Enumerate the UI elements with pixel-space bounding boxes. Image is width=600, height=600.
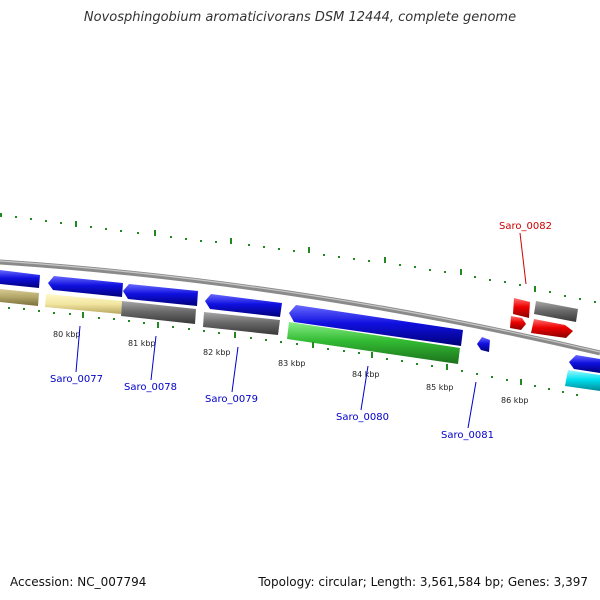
gene-arrow[interactable] [205, 294, 282, 317]
gene-label-saro-0079[interactable]: Saro_0079 [205, 394, 258, 405]
inner-tick-row [8, 307, 578, 396]
gene-label-saro-0078[interactable]: Saro_0078 [124, 382, 177, 393]
gene-label-saro-0080[interactable]: Saro_0080 [336, 412, 389, 423]
gene-arrow[interactable] [123, 284, 198, 306]
gene-arrow[interactable] [569, 355, 600, 373]
scale-label: 83 kbp [278, 359, 306, 368]
gene-arrow[interactable] [48, 276, 123, 297]
gene-label-saro-0082[interactable]: Saro_0082 [499, 221, 552, 232]
scale-label: 86 kbp [501, 396, 529, 405]
page-title: Novosphingobium aromaticivorans DSM 1244… [83, 10, 517, 25]
secondary-features [0, 289, 600, 391]
gene-arrow[interactable] [289, 305, 463, 346]
highlight-gene-arrow[interactable] [510, 316, 526, 330]
gene-leaders [75, 232, 527, 429]
accession-label: Accession: NC_007794 [10, 575, 147, 589]
scale-label: 82 kbp [203, 348, 231, 357]
scale-label: 84 kbp [352, 370, 380, 379]
forward-strand-features [0, 270, 600, 373]
scale-label: 80 kbp [53, 330, 81, 339]
gene-label-saro-0081[interactable]: Saro_0081 [441, 430, 494, 441]
gene-labels: Saro_0077 Saro_0078 Saro_0079 Saro_0080 … [50, 221, 552, 441]
outer-tick-row [0, 213, 596, 303]
scale-label: 81 kbp [128, 339, 156, 348]
scale-label: 85 kbp [426, 383, 454, 392]
gene-arrow[interactable] [513, 298, 530, 318]
gene-arrow[interactable] [477, 337, 490, 352]
scale-labels: 80 kbp 81 kbp 82 kbp 83 kbp 84 kbp 85 kb… [53, 330, 529, 405]
gene-arrow[interactable] [534, 301, 578, 322]
gene-arrow[interactable] [0, 270, 40, 288]
genome-summary: Topology: circular; Length: 3,561,584 bp… [258, 575, 588, 589]
genome-backbone [0, 259, 600, 356]
gene-label-saro-0077[interactable]: Saro_0077 [50, 374, 103, 385]
